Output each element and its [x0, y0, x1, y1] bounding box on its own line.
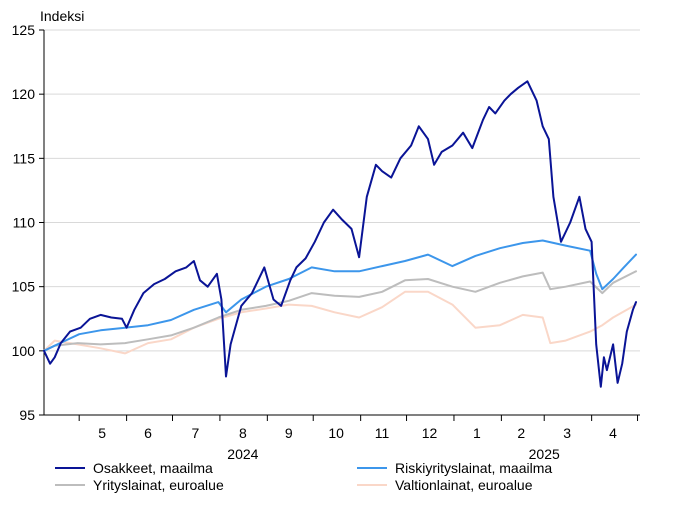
legend: Osakkeet, maailma Riskiyrityslainat, maai…: [55, 460, 552, 493]
legend-label: Osakkeet, maailma: [93, 460, 213, 476]
x-tick-label: 8: [239, 425, 247, 441]
year-labels: 2024 2025: [227, 446, 560, 462]
y-tick-label: 120: [12, 86, 36, 102]
x-tick-label: 1: [473, 425, 481, 441]
series-lines: [43, 80, 637, 388]
y-tick-label: 100: [12, 343, 36, 359]
y-tick-label: 95: [19, 407, 35, 423]
y-tick-labels: 95 100 105 110 115 120 125: [12, 22, 36, 423]
x-tick-label: 4: [609, 425, 617, 441]
y-tick-label: 110: [13, 215, 36, 231]
year-label: 2024: [227, 446, 258, 462]
series-line: [43, 80, 637, 388]
y-tick-label: 105: [12, 279, 36, 295]
series-line: [43, 270, 637, 352]
x-tick-label: 11: [375, 425, 390, 441]
x-tick-label: 6: [144, 425, 152, 441]
x-tick-label: 2: [517, 425, 525, 441]
y-tick-label: 125: [12, 22, 36, 38]
x-tick-labels: 5 6 7 8 9 10 11 12 1 2 3 4: [98, 425, 617, 441]
x-tick-label: 7: [192, 425, 200, 441]
x-tick-label: 3: [563, 425, 571, 441]
y-tick-label: 115: [13, 150, 36, 166]
legend-label: Valtionlainat, euroalue: [395, 477, 533, 493]
x-tick-label: 9: [285, 425, 293, 441]
gridlines: [39, 29, 640, 421]
legend-label: Riskiyrityslainat, maailma: [395, 460, 552, 476]
year-label: 2025: [529, 446, 560, 462]
series-line: [43, 239, 637, 352]
x-tick-label: 10: [328, 425, 344, 441]
x-tick-label: 12: [422, 425, 438, 441]
series-line: [43, 290, 637, 355]
y-axis-label: Indeksi: [40, 8, 84, 24]
x-tick-label: 5: [98, 425, 106, 441]
legend-label: Yrityslainat, euroalue: [93, 477, 224, 493]
